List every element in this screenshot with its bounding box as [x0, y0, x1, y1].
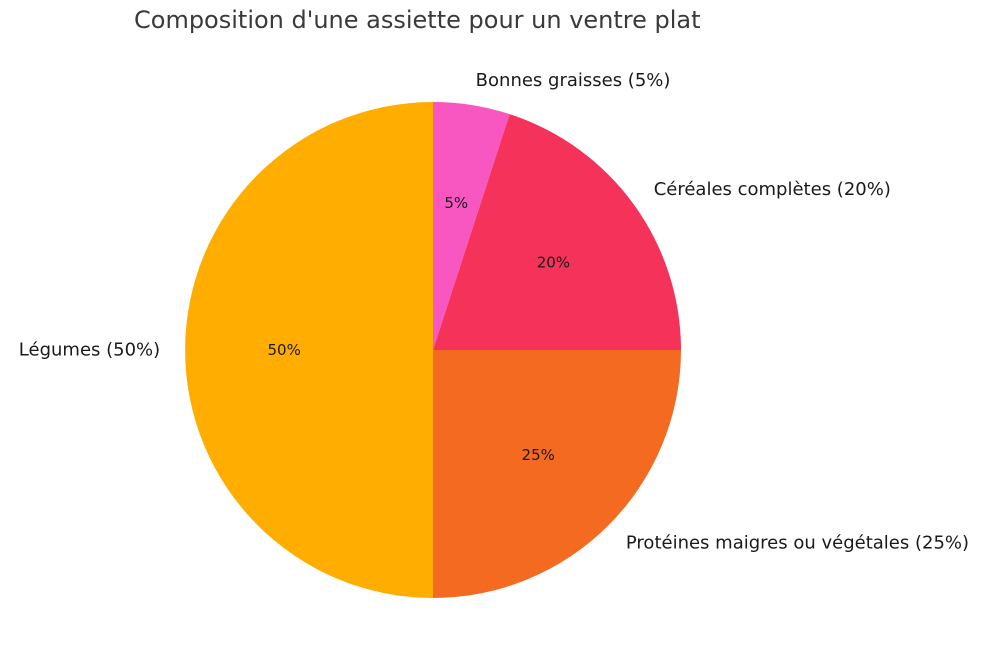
pie-slice-1 — [433, 114, 681, 350]
pie-slice-2 — [433, 350, 681, 598]
slice-category-label: Légumes (50%) — [19, 340, 160, 361]
slice-pct-label: 25% — [522, 446, 555, 464]
slice-pct-label: 20% — [537, 254, 570, 272]
slice-pct-label: 50% — [268, 341, 301, 359]
slice-category-label: Bonnes graisses (5%) — [476, 70, 671, 91]
pie-slices — [185, 102, 681, 598]
slice-pct-label: 5% — [444, 194, 468, 212]
pie-slice-3 — [185, 102, 433, 598]
slice-category-label: Céréales complètes (20%) — [654, 179, 891, 200]
chart-title: Composition d'une assiette pour un ventr… — [134, 6, 701, 34]
pie-slice-0 — [433, 102, 510, 350]
pie-labels: 5% Bonnes graisses (5%) 20% Céréales complè… — [19, 70, 969, 553]
slice-category-label: Protéines maigres ou végétales (25%) — [626, 532, 969, 553]
